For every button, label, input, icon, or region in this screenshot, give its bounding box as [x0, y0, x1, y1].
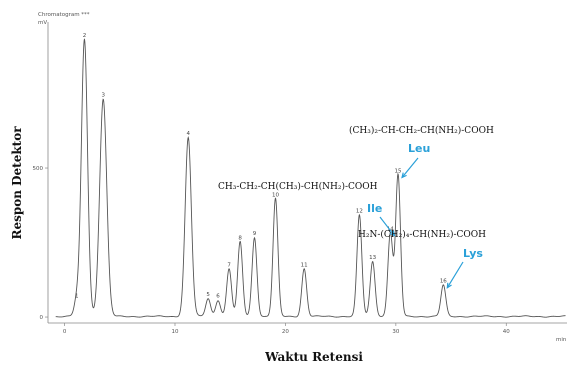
peak-label-layer: 12345678910111213141516: [75, 33, 447, 300]
peak-number-label: 10: [272, 192, 279, 198]
formula-leu: (CH₃)₂-CH-CH₂-CH(NH₂)-COOH: [349, 125, 494, 136]
peak-number-label: 14: [387, 227, 394, 233]
amino-acid-label-lys: Lys: [463, 247, 483, 260]
x-tick-label: 20: [282, 329, 289, 335]
peak-number-label: 8: [238, 236, 242, 242]
amino-acid-label-ile: Ile: [367, 202, 382, 215]
formula-ile: CH₃-CH₂-CH(CH₃)-CH(NH₂)-COOH: [218, 181, 378, 192]
x-unit-label: min: [556, 337, 567, 343]
peak-number-label: 9: [253, 231, 257, 237]
chart-title: Chromatogram ***: [38, 12, 90, 18]
arrow-head-icon: [389, 230, 396, 237]
y-tick-label: 500: [33, 166, 44, 172]
y-tick-label: 0: [40, 315, 44, 321]
annotation-layer: (CH₃)₂-CH-CH₂-CH(NH₂)-COOH Leu CH₃-CH₂-CH(…: [218, 125, 494, 289]
x-axis-title: Waktu Retensi: [264, 350, 363, 364]
x-tick-label: 40: [503, 329, 510, 335]
peak-number-label: 13: [369, 255, 376, 261]
peak-number-label: 1: [75, 294, 79, 300]
peak-number-label: 12: [356, 209, 363, 215]
arrow-head-icon: [446, 282, 452, 289]
arrow-head-icon: [401, 172, 407, 179]
peak-number-label: 4: [186, 131, 190, 137]
peak-number-label: 7: [227, 262, 231, 268]
annotation-arrow-line: [379, 216, 395, 236]
peak-number-label: 5: [206, 292, 210, 298]
x-tick-label: 0: [63, 329, 67, 335]
x-tick-label: 10: [171, 329, 178, 335]
annotation-arrow-line: [401, 157, 419, 178]
peak-number-label: 3: [101, 92, 105, 98]
y-unit-label: mV: [38, 20, 47, 26]
formula-lys: H₂N-(CH₂)₄-CH(NH₂)-COOH: [358, 229, 486, 240]
x-tick-label: 30: [392, 329, 399, 335]
peak-number-label: 6: [216, 294, 220, 300]
peak-number-label: 11: [301, 262, 308, 268]
peak-number-label: 15: [395, 168, 402, 174]
annotation-arrow-line: [446, 261, 464, 289]
chromatogram-trace: [55, 38, 566, 318]
peak-number-label: 16: [440, 279, 447, 285]
peak-number-label: 2: [83, 33, 87, 39]
y-axis-title: Respon Detektor: [10, 126, 24, 240]
tick-layer: 0 10 20 30 40 0 500: [33, 166, 511, 335]
amino-acid-label-leu: Leu: [408, 142, 430, 155]
